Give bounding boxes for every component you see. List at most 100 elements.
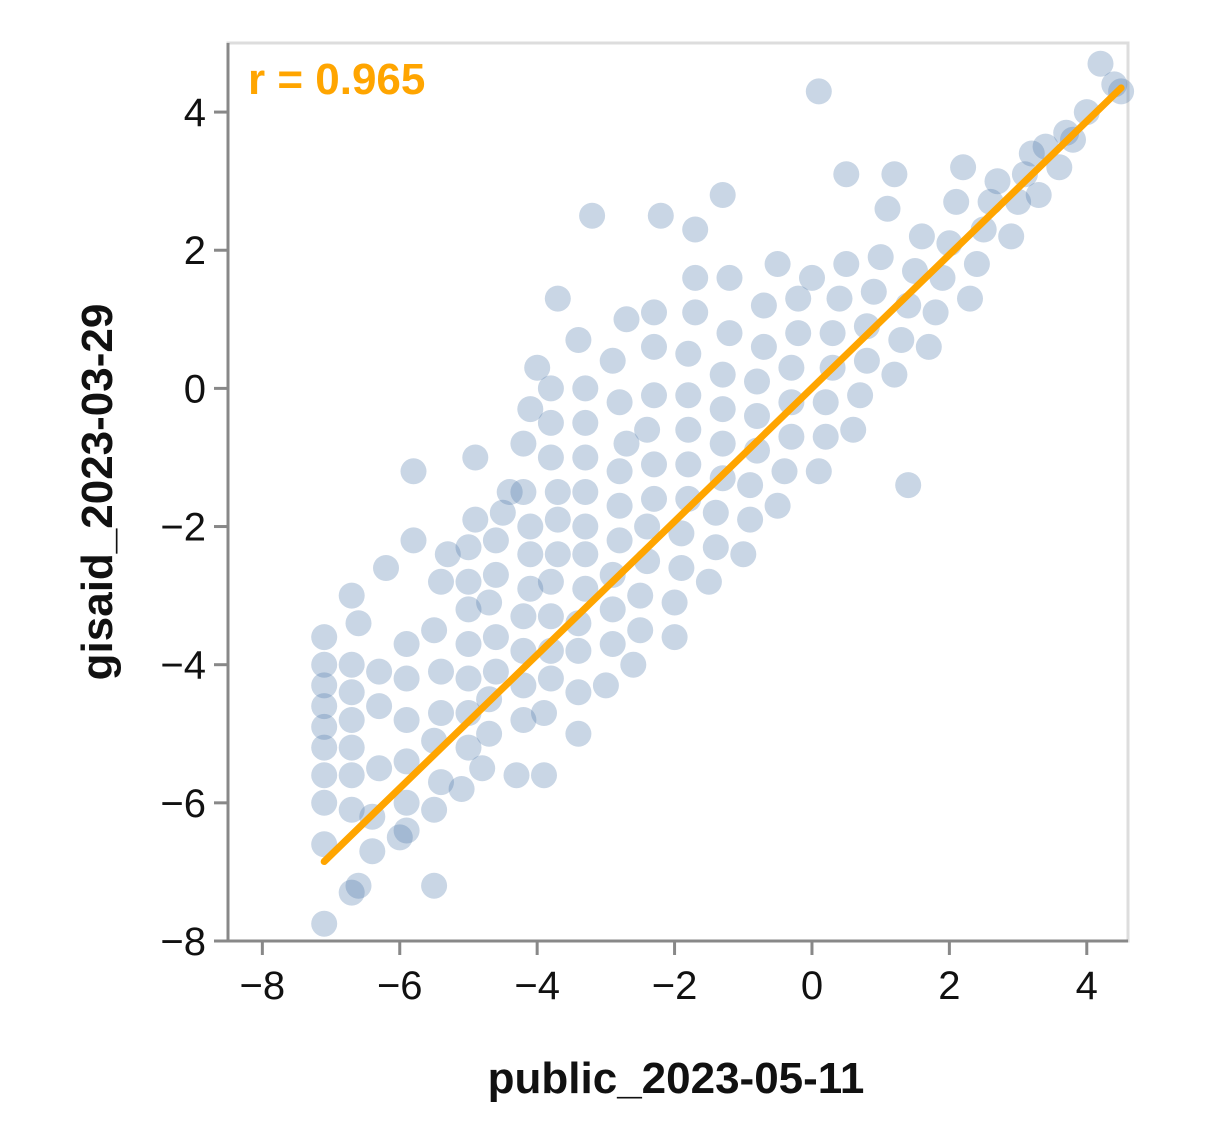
data-point — [709, 361, 736, 388]
y-tick-label: −4 — [160, 644, 206, 688]
data-point — [482, 527, 509, 554]
data-point — [338, 734, 365, 761]
data-point — [311, 672, 338, 699]
data-point — [963, 251, 990, 277]
x-tick-label: 0 — [801, 964, 823, 1008]
data-point — [366, 693, 393, 720]
data-point — [695, 568, 722, 595]
data-point — [482, 658, 509, 685]
data-point — [572, 575, 599, 602]
data-point — [785, 285, 812, 312]
data-point — [709, 396, 736, 423]
points-layer — [311, 50, 1135, 937]
data-point — [311, 910, 338, 937]
data-point — [675, 340, 702, 367]
data-point — [537, 603, 564, 630]
data-point — [572, 541, 599, 568]
data-point — [311, 734, 338, 761]
data-point — [338, 762, 365, 789]
data-point — [462, 444, 489, 471]
data-point — [764, 492, 791, 519]
data-point — [702, 534, 729, 561]
data-point — [496, 479, 523, 505]
data-point — [455, 665, 482, 692]
data-point — [428, 769, 454, 796]
y-tick-label: 2 — [184, 229, 206, 273]
x-axis-title: public_2023-05-11 — [488, 1054, 865, 1103]
data-point — [634, 513, 661, 540]
x-tick-label: −2 — [652, 964, 698, 1008]
data-point — [565, 679, 592, 706]
data-point — [393, 631, 420, 657]
data-point — [373, 555, 399, 581]
data-point — [641, 485, 667, 512]
data-point — [819, 320, 846, 347]
data-point — [338, 582, 365, 609]
data-point — [778, 354, 805, 381]
data-point — [455, 734, 482, 761]
data-point — [716, 264, 743, 291]
data-point — [366, 755, 393, 782]
data-point — [462, 506, 489, 533]
y-tick-label: −2 — [160, 506, 206, 550]
data-point — [455, 534, 482, 561]
data-point — [311, 762, 338, 789]
data-point — [675, 382, 702, 409]
data-point — [393, 748, 420, 775]
data-point — [984, 168, 1011, 195]
data-point — [867, 244, 894, 271]
x-tick-label: 4 — [1076, 964, 1098, 1008]
data-point — [428, 658, 454, 685]
y-tick-label: −6 — [160, 782, 206, 826]
data-point — [537, 409, 564, 436]
data-point — [957, 285, 983, 312]
data-point — [338, 651, 365, 678]
data-point — [524, 354, 551, 381]
data-point — [510, 603, 537, 630]
data-point — [668, 555, 695, 581]
fit-line-layer — [320, 84, 1125, 866]
data-point — [311, 651, 338, 678]
data-point — [517, 541, 544, 568]
data-point — [716, 320, 743, 347]
correlation-annotation: r = 0.965 — [248, 55, 425, 104]
data-point — [908, 223, 935, 250]
data-point — [1011, 161, 1038, 188]
data-point — [338, 796, 365, 823]
data-point — [764, 251, 791, 277]
data-point — [544, 506, 571, 533]
y-tick-label: 4 — [184, 91, 206, 135]
data-point — [338, 679, 365, 706]
data-point — [345, 610, 372, 637]
data-point — [565, 720, 592, 747]
data-point — [1025, 182, 1052, 208]
data-point — [537, 375, 564, 402]
x-tick-label: −4 — [514, 964, 560, 1008]
data-point — [840, 416, 867, 443]
data-point — [744, 368, 770, 395]
data-point — [737, 472, 764, 499]
data-point — [393, 817, 420, 844]
data-point — [455, 596, 482, 623]
data-point — [606, 527, 633, 554]
data-point — [393, 789, 420, 816]
data-point — [592, 672, 619, 699]
data-point — [517, 396, 544, 423]
data-point — [510, 430, 537, 457]
data-point — [641, 299, 667, 326]
data-point — [778, 389, 805, 416]
data-point — [785, 320, 812, 347]
data-point — [544, 541, 571, 568]
data-point — [641, 382, 667, 409]
data-point — [709, 430, 736, 457]
data-point — [400, 527, 427, 554]
data-point — [482, 561, 509, 588]
data-point — [537, 665, 564, 692]
data-point — [641, 333, 667, 360]
data-point — [799, 264, 825, 291]
axes-layer: −8 −6 −4 −2 0 2 4 −8 −6 −4 −2 0 2 4 — [160, 43, 1128, 1008]
data-point — [860, 278, 887, 305]
data-point — [311, 789, 338, 816]
data-point — [503, 762, 530, 789]
data-point — [544, 479, 571, 505]
